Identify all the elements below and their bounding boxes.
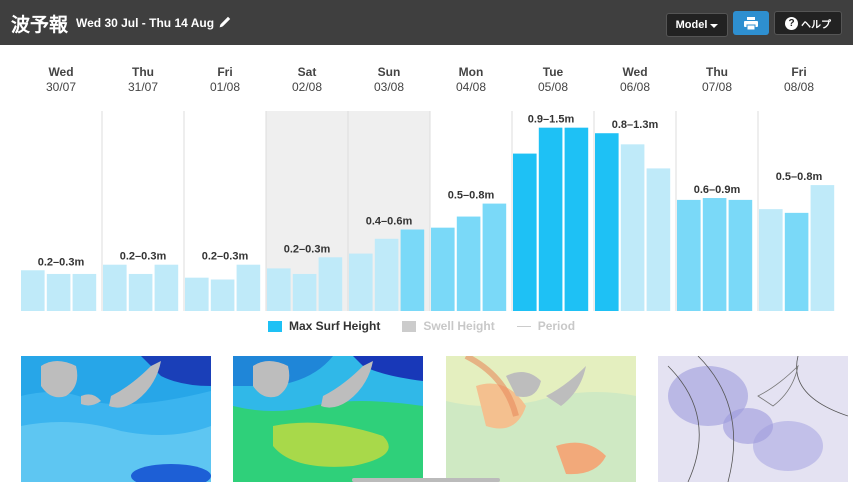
page-title: 波予報 <box>11 14 69 36</box>
range-label: 0.8–1.3m <box>612 119 659 131</box>
day-header[interactable]: Thu 31/07 <box>102 65 184 95</box>
surf-bar[interactable] <box>810 185 835 311</box>
surf-bar[interactable] <box>185 277 209 311</box>
range-label: 0.2–0.3m <box>120 251 167 263</box>
day-name: Mon <box>458 65 484 79</box>
surf-bar[interactable] <box>21 270 45 311</box>
surf-bar[interactable] <box>128 273 153 311</box>
surf-bar[interactable] <box>349 253 373 311</box>
day-header[interactable]: Thu 07/08 <box>676 65 758 95</box>
help-button[interactable]: ? ヘルプ <box>774 11 842 35</box>
surf-bar[interactable] <box>72 273 97 311</box>
range-label: 0.4–0.6m <box>366 216 413 228</box>
surf-bar[interactable] <box>784 212 809 311</box>
surf-bar[interactable] <box>646 168 671 311</box>
range-label: 0.6–0.9m <box>694 184 741 196</box>
legend-swell[interactable]: Swell Height <box>402 319 495 333</box>
map-swell[interactable] <box>233 356 423 482</box>
legend-swatch-surf <box>268 320 282 332</box>
day-name: Thu <box>132 65 154 79</box>
day-header[interactable]: Fri 08/08 <box>758 65 840 95</box>
surf-bar[interactable] <box>564 127 589 312</box>
legend-label-period: Period <box>537 319 576 333</box>
surf-bar[interactable] <box>318 257 343 311</box>
surf-bar[interactable] <box>728 199 753 311</box>
range-label: 0.2–0.3m <box>38 256 85 268</box>
surf-bar[interactable] <box>400 229 425 311</box>
day-header[interactable]: Wed 06/08 <box>594 65 676 95</box>
surf-bar[interactable] <box>292 273 317 311</box>
surf-bar[interactable] <box>154 264 179 311</box>
map-wind[interactable] <box>446 356 636 482</box>
range-label: 0.5–0.8m <box>448 190 495 202</box>
surf-bar[interactable] <box>482 203 507 311</box>
day-name: Sun <box>377 65 401 79</box>
day-header[interactable]: Mon 04/08 <box>430 65 512 95</box>
day-date: 04/08 <box>455 80 487 94</box>
day-name: Sat <box>297 65 317 79</box>
legend-period[interactable]: Period <box>516 319 576 333</box>
day-date: 07/08 <box>701 80 733 94</box>
range-label: 0.5–0.8m <box>776 171 823 183</box>
legend-label-surf: Max Surf Height <box>289 319 381 333</box>
caret-down-icon <box>710 24 719 28</box>
question-icon: ? <box>785 16 798 30</box>
map-surf[interactable] <box>21 356 211 482</box>
help-label: ヘルプ <box>801 19 831 31</box>
day-date: 05/08 <box>537 80 569 94</box>
range-label: 0.2–0.3m <box>202 251 249 263</box>
day-date: 06/08 <box>619 80 651 94</box>
date-range: Wed 30 Jul - Thu 14 Aug <box>76 16 215 30</box>
day-header[interactable]: Fri 01/08 <box>184 65 266 95</box>
surf-bar[interactable] <box>236 264 261 311</box>
surf-chart: 0.2–0.3m 0.2–0.3m 0.2–0.3m 0.2–0.3m 0.4–0.6m… <box>0 45 853 345</box>
surf-bar[interactable] <box>267 268 291 311</box>
day-header[interactable]: Sat 02/08 <box>266 65 348 95</box>
surf-bar[interactable] <box>513 153 537 311</box>
surf-bar[interactable] <box>677 199 701 311</box>
printer-icon <box>744 16 758 30</box>
surf-bar[interactable] <box>759 209 783 311</box>
surf-bar[interactable] <box>595 133 619 311</box>
range-label: 0.9–1.5m <box>528 114 575 126</box>
day-name: Wed <box>622 65 648 79</box>
day-date: 08/08 <box>783 80 815 94</box>
day-header[interactable]: Tue 05/08 <box>512 65 594 95</box>
model-dropdown-button[interactable]: Model <box>666 13 728 37</box>
model-label: Model <box>675 19 708 31</box>
day-date: 31/07 <box>127 80 159 94</box>
day-header[interactable]: Sun 03/08 <box>348 65 430 95</box>
pencil-icon[interactable] <box>217 14 233 30</box>
range-label: 0.2–0.3m <box>284 243 331 255</box>
day-date: 30/07 <box>45 80 77 94</box>
day-name: Fri <box>791 65 807 79</box>
legend-swatch-swell <box>402 320 417 332</box>
print-button[interactable] <box>733 11 769 35</box>
surf-bar[interactable] <box>431 227 455 311</box>
surf-bar[interactable] <box>702 198 727 311</box>
day-header[interactable]: Wed 30/07 <box>20 65 102 95</box>
scrollbar[interactable] <box>352 478 500 482</box>
surf-bar[interactable] <box>374 238 399 311</box>
surf-bar[interactable] <box>620 144 645 311</box>
day-date: 03/08 <box>373 80 405 94</box>
surf-chart-svg: 0.2–0.3m 0.2–0.3m 0.2–0.3m 0.2–0.3m 0.4–0.6m… <box>21 111 835 312</box>
surf-bar[interactable] <box>46 273 71 311</box>
day-name: Thu <box>706 65 728 79</box>
legend-line-period <box>516 325 531 327</box>
day-name: Fri <box>217 65 233 79</box>
legend-label-swell: Swell Height <box>423 319 495 333</box>
map-weather[interactable] <box>658 356 848 482</box>
day-date: 01/08 <box>209 80 241 94</box>
forecast-header: 波予報 Wed 30 Jul - Thu 14 Aug Model ? ヘルプ <box>0 0 853 45</box>
day-name: Tue <box>542 65 564 79</box>
surf-bar[interactable] <box>103 264 127 311</box>
day-name: Wed <box>48 65 74 79</box>
surf-bar[interactable] <box>210 279 235 311</box>
legend-max-surf[interactable]: Max Surf Height <box>268 319 380 333</box>
day-date: 02/08 <box>291 80 323 94</box>
surf-bar[interactable] <box>538 127 563 312</box>
surf-bar[interactable] <box>456 216 481 311</box>
chart-legend: Max Surf Height Swell Height Period <box>268 318 597 334</box>
